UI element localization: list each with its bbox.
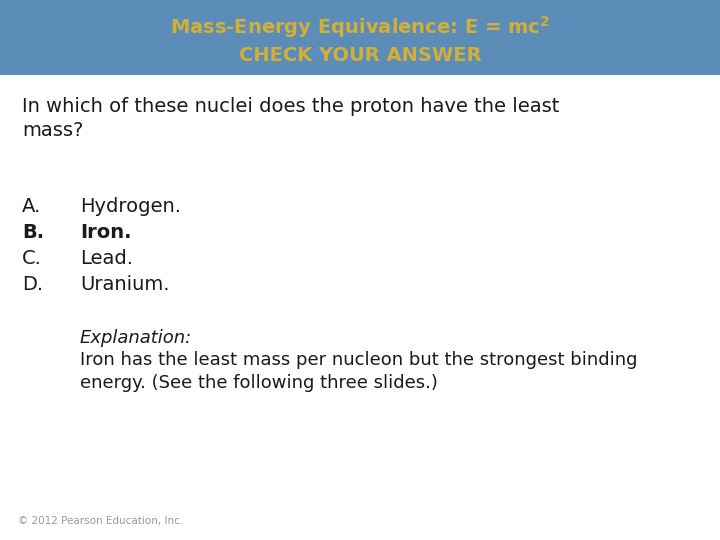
Bar xyxy=(0,0,720,75)
Text: Hydrogen.: Hydrogen. xyxy=(80,197,181,216)
Text: B.: B. xyxy=(22,223,44,242)
Text: A.: A. xyxy=(22,197,41,216)
Text: Iron has the least mass per nucleon but the strongest binding
energy. (See the f: Iron has the least mass per nucleon but … xyxy=(80,351,637,392)
Text: Uranium.: Uranium. xyxy=(80,275,169,294)
Text: Explanation:: Explanation: xyxy=(80,329,192,347)
Text: Lead.: Lead. xyxy=(80,249,133,268)
Text: D.: D. xyxy=(22,275,43,294)
Text: In which of these nuclei does the proton have the least
mass?: In which of these nuclei does the proton… xyxy=(22,97,559,140)
Text: C.: C. xyxy=(22,249,42,268)
Text: Mass-Energy Equivalence: $\bf{E}$ = $\bf{mc^2}$: Mass-Energy Equivalence: $\bf{E}$ = $\bf… xyxy=(170,14,550,40)
Text: © 2012 Pearson Education, Inc.: © 2012 Pearson Education, Inc. xyxy=(18,516,184,526)
Text: Iron.: Iron. xyxy=(80,223,132,242)
Text: CHECK YOUR ANSWER: CHECK YOUR ANSWER xyxy=(239,46,481,65)
